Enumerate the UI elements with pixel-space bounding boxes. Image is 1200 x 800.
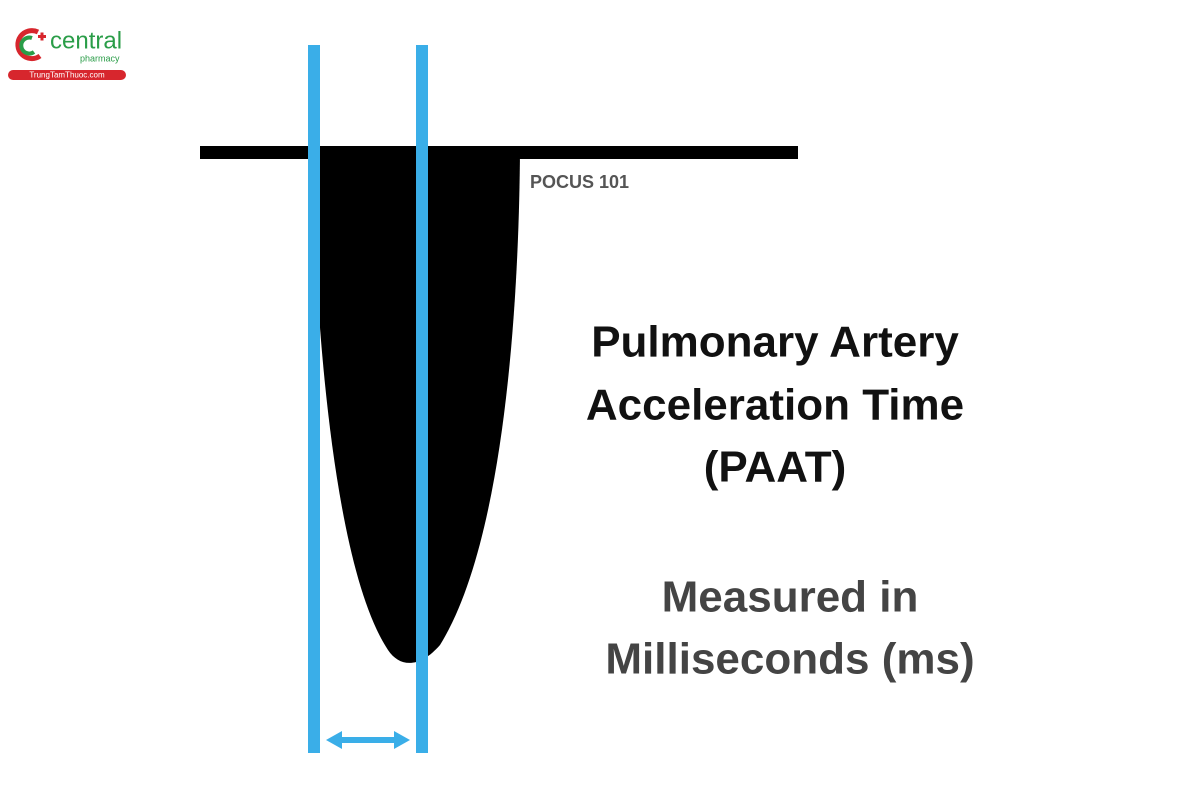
arrow-shaft	[338, 737, 398, 743]
note-line: Measured in	[662, 573, 919, 622]
logo-ring-inner	[19, 35, 36, 56]
watermark: POCUS 101	[530, 172, 629, 192]
title-line: Acceleration Time	[586, 381, 964, 430]
logo-ring	[15, 28, 42, 62]
logo-subtitle: pharmacy	[80, 53, 120, 63]
note-line: Milliseconds (ms)	[605, 635, 974, 684]
arrow-head	[326, 731, 342, 749]
logo-name: central	[50, 27, 122, 54]
logo-site: TrungTamThuoc.com	[29, 71, 105, 80]
arrow-head	[394, 731, 410, 749]
caliper-line	[416, 45, 428, 753]
title-line: (PAAT)	[704, 443, 847, 492]
title-line: Pulmonary Artery	[591, 318, 959, 367]
caliper-line	[308, 45, 320, 753]
logo: central pharmacy TrungTamThuoc.com	[8, 27, 126, 80]
logo-badge	[8, 70, 126, 80]
logo-cross	[40, 32, 44, 41]
measure-arrow	[326, 731, 410, 749]
